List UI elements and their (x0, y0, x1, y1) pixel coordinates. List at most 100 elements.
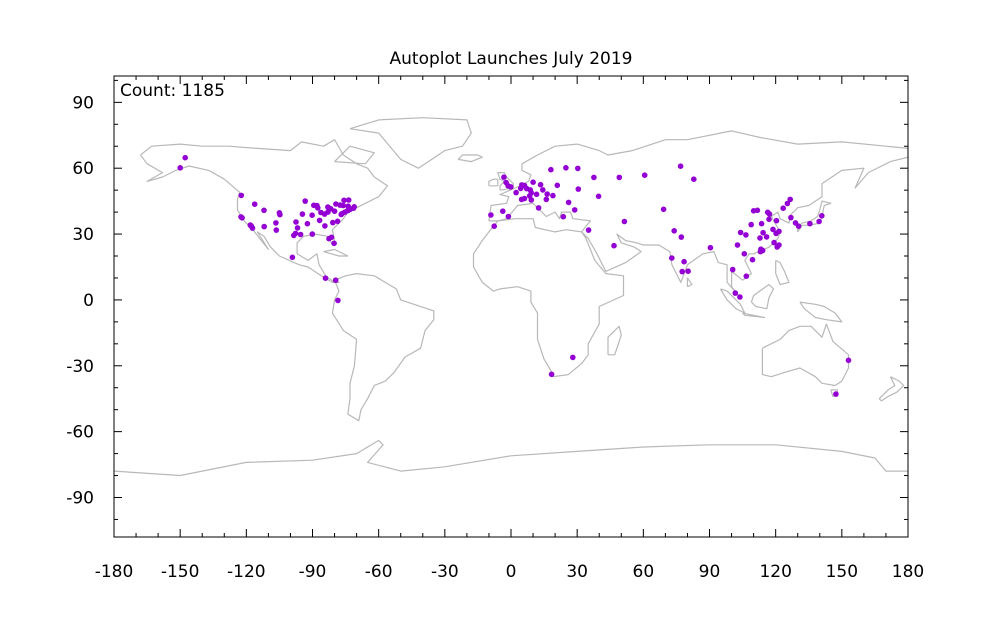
launch-point (331, 240, 337, 247)
launch-point (304, 220, 311, 227)
launch-point (332, 277, 339, 284)
launch-point (273, 227, 280, 233)
launch-point (771, 239, 777, 246)
launch-point (770, 226, 776, 233)
launch-point (807, 220, 813, 227)
y-tick-label: 0 (83, 291, 94, 311)
launch-point (660, 206, 667, 213)
launch-point (571, 207, 578, 213)
launch-point (316, 217, 323, 224)
launch-point (550, 192, 556, 199)
philippines-outline (775, 259, 790, 286)
launch-point (707, 244, 714, 251)
launch-point (748, 221, 754, 228)
launch-point (595, 193, 602, 200)
launch-point (299, 211, 306, 217)
launch-point (691, 176, 697, 182)
borneo-outline (750, 283, 775, 310)
launch-point (669, 255, 675, 261)
launch-point (322, 275, 329, 282)
java-outline (742, 312, 766, 319)
x-tick-label: 0 (506, 562, 517, 582)
x-tick-label: -150 (161, 562, 200, 582)
launch-point (345, 197, 352, 203)
launch-point (819, 213, 825, 219)
launch-point (533, 191, 540, 198)
launch-point (544, 191, 550, 197)
launch-point (749, 256, 756, 263)
launch-point (554, 182, 561, 189)
launch-point (340, 202, 347, 209)
y-tick-label: -30 (66, 357, 94, 377)
launch-point (758, 220, 765, 227)
plot-frame (113, 75, 909, 538)
launch-point (780, 205, 786, 211)
launch-point (326, 235, 332, 242)
launch-point (833, 391, 839, 397)
x-tick-label: -90 (299, 562, 327, 582)
launch-point (677, 163, 684, 169)
launch-point (501, 174, 507, 180)
y-tick-label: -60 (66, 423, 94, 443)
greenland-outline (349, 117, 472, 169)
launch-point (743, 232, 749, 238)
launch-point (261, 207, 267, 214)
launch-point (543, 196, 550, 203)
launch-point (261, 223, 268, 230)
launch-point (763, 234, 770, 240)
launch-point (641, 172, 648, 178)
launch-point (513, 189, 519, 196)
baffin-outline (334, 145, 375, 165)
launch-point (734, 242, 741, 248)
launch-point (737, 229, 744, 236)
launch-point (766, 211, 773, 217)
launch-point (611, 242, 617, 249)
launch-point (575, 186, 582, 192)
launch-point (540, 187, 546, 193)
launch-point (322, 223, 328, 229)
launch-point (548, 371, 555, 378)
launch-point (671, 228, 677, 234)
launch-point (729, 266, 736, 273)
launch-point (743, 273, 750, 280)
africa-outline (472, 218, 625, 378)
australia-outline (761, 323, 850, 387)
new-zealand-outline (878, 376, 905, 402)
world-map (114, 117, 908, 477)
launch-point (297, 231, 304, 238)
launch-point (293, 219, 299, 225)
x-tick-label: 120 (759, 562, 791, 582)
launch-point (585, 227, 592, 233)
launch-point (321, 211, 328, 217)
launch-point (757, 248, 764, 255)
x-tick-label: 60 (633, 562, 655, 582)
launch-point (537, 181, 544, 188)
launch-point (621, 218, 628, 225)
launch-point (335, 297, 341, 304)
japan-outline (797, 200, 832, 233)
antarctica-outline (114, 439, 908, 477)
launch-point (570, 354, 576, 361)
launch-point (500, 208, 506, 214)
launch-point (488, 212, 494, 218)
x-tick-label: 90 (699, 562, 721, 582)
y-tick-label: 60 (72, 159, 94, 179)
launch-point (331, 208, 338, 214)
launch-point (251, 201, 258, 207)
x-tick-label: -60 (365, 562, 393, 582)
x-tick-label: -120 (227, 562, 266, 582)
launch-point (334, 218, 341, 225)
launch-point (521, 195, 528, 202)
launch-point (530, 179, 536, 185)
launch-point (350, 205, 357, 211)
launch-point (766, 216, 772, 223)
launch-point (732, 290, 739, 296)
eurasia-outline (488, 130, 908, 299)
launch-point (845, 357, 852, 364)
launch-point (773, 217, 780, 224)
launch-point (560, 213, 567, 220)
launch-point (177, 165, 183, 171)
launch-point (760, 229, 766, 236)
launch-point (678, 234, 685, 240)
